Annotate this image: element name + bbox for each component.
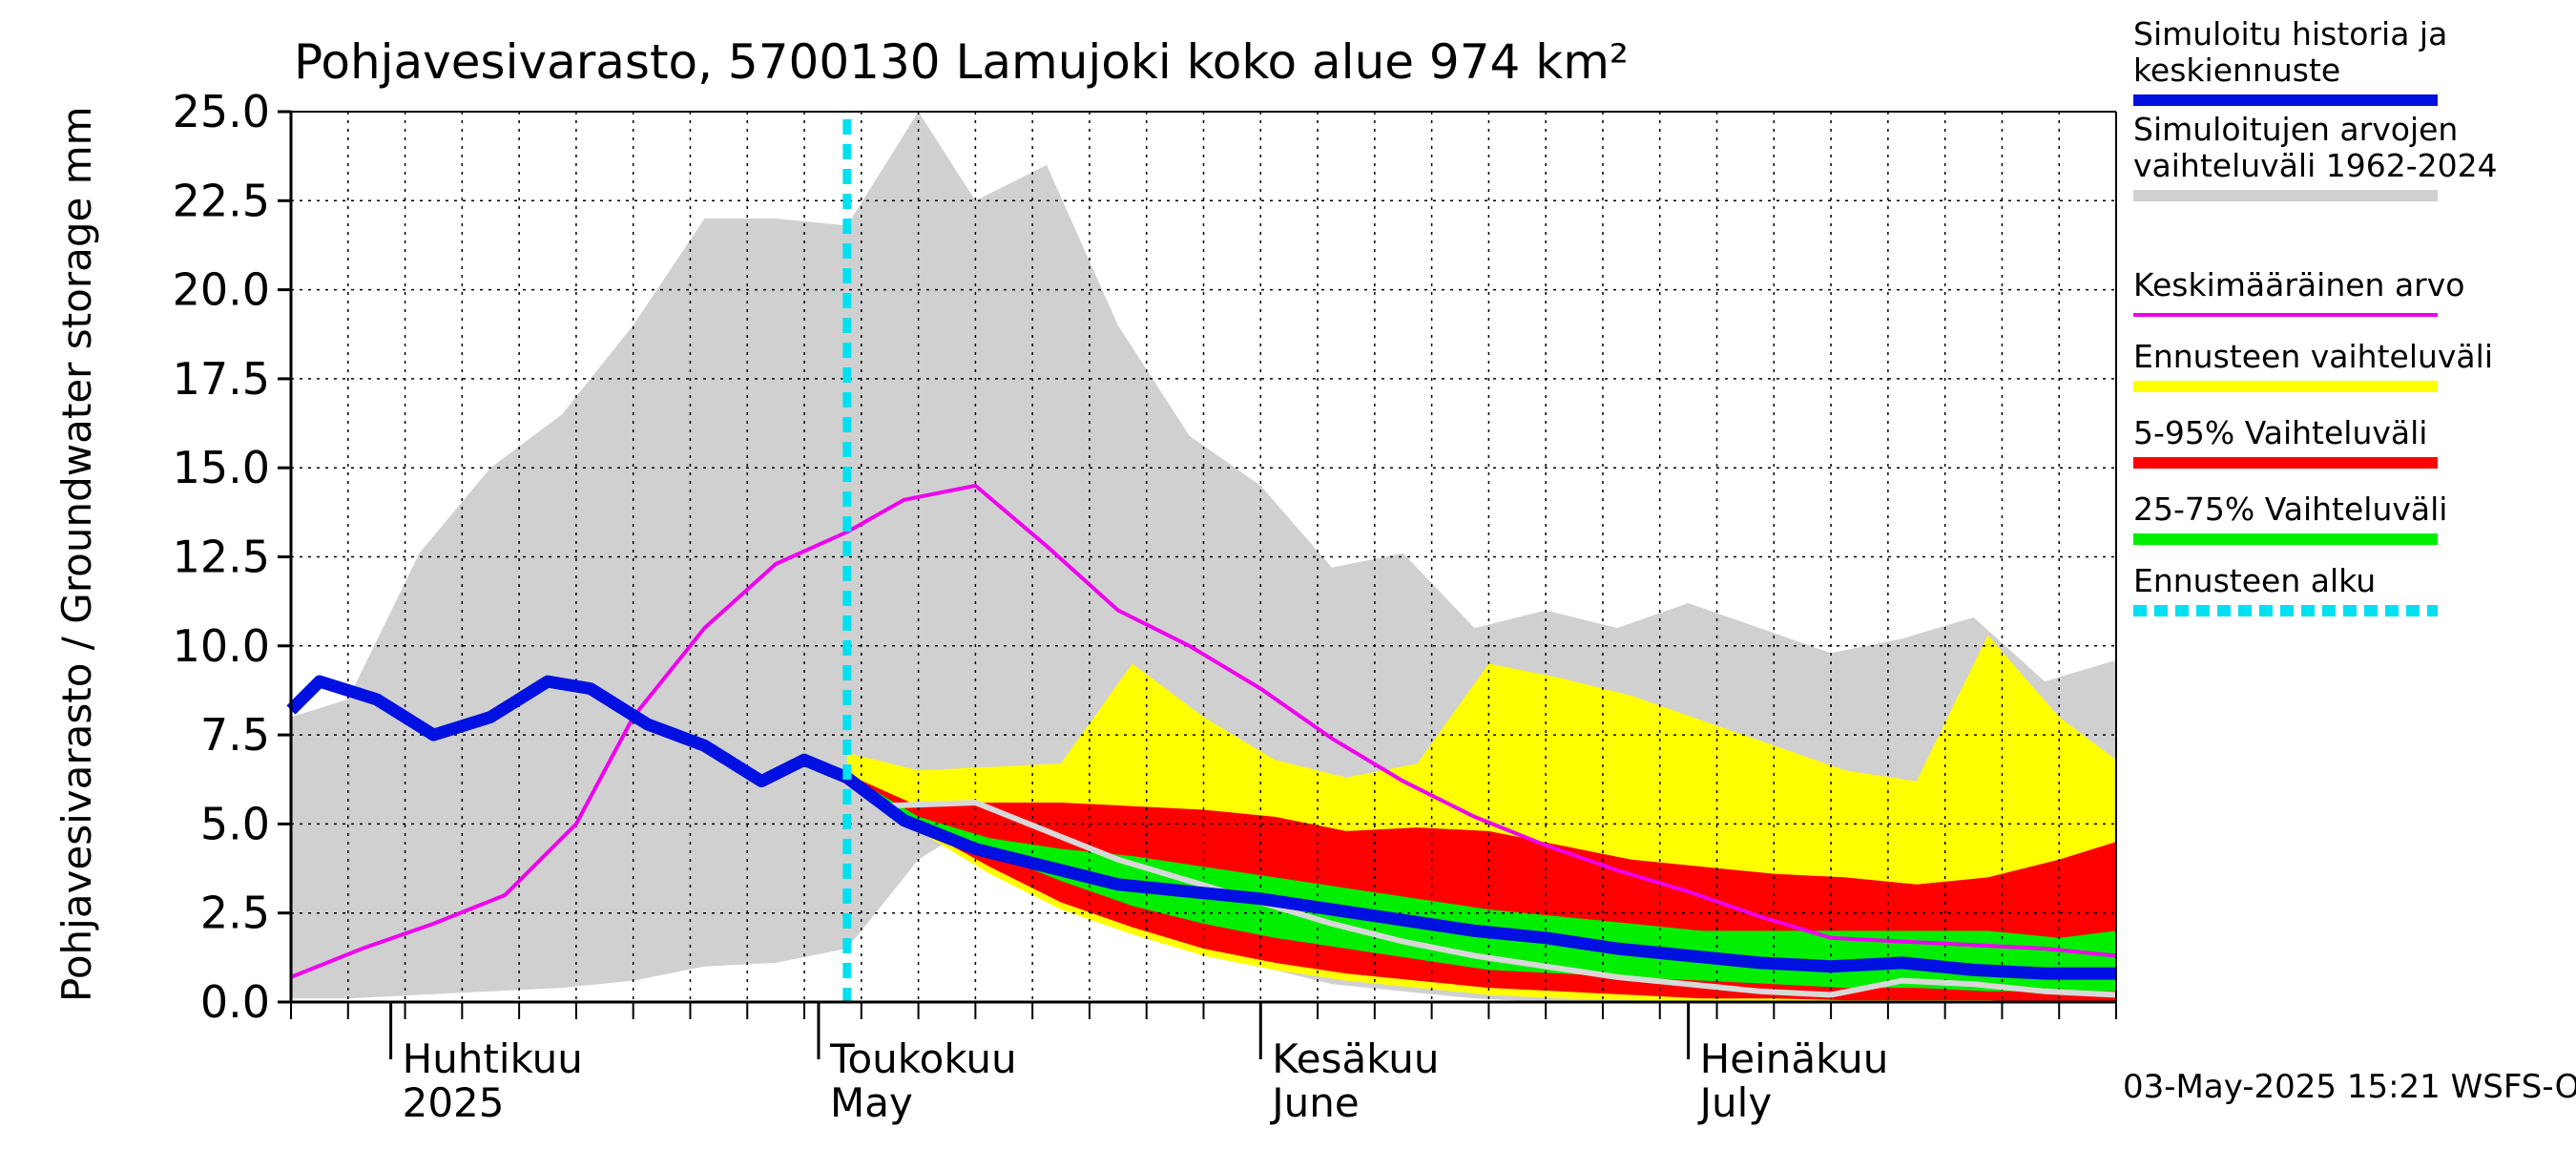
legend-label: vaihteluväli 1962-2024	[2133, 147, 2498, 184]
legend-item: Ennusteen vaihteluväli	[2133, 338, 2493, 392]
y-tick-label: 20.0	[173, 264, 270, 316]
y-tick-label: 12.5	[173, 532, 270, 583]
legend-item: Ennusteen alku	[2133, 562, 2438, 616]
legend-item: 25-75% Vaihteluväli	[2133, 491, 2447, 545]
legend: Simuloitu historia jakeskiennusteSimuloi…	[2133, 15, 2498, 616]
legend-label: 5-95% Vaihteluväli	[2133, 414, 2427, 451]
y-tick-label: 15.0	[173, 442, 270, 493]
y-axis-label: Pohjavesivarasto / Groundwater storage m…	[53, 106, 100, 1002]
month-label-fi: Kesäkuu	[1272, 1035, 1439, 1082]
axes-layer: 0.0 2.5 5.0 7.5 10.0 12.5 15.0 17.5 20.0 22.5 25.0…	[173, 86, 2117, 1126]
month-label-en: July	[1697, 1079, 1773, 1126]
legend-item: 5-95% Vaihteluväli	[2133, 414, 2438, 469]
legend-item: Keskimääräinen arvo	[2133, 266, 2464, 317]
month-label-en: June	[1269, 1079, 1359, 1126]
chart-title: Pohjavesivarasto, 5700130 Lamujoki koko …	[294, 34, 1629, 90]
y-tick-label: 7.5	[200, 709, 270, 761]
y-tick-label: 25.0	[173, 86, 270, 137]
y-tick-label: 2.5	[200, 888, 270, 939]
month-label-fi: Heinäkuu	[1700, 1035, 1889, 1082]
y-tick-label: 5.0	[200, 798, 270, 849]
legend-label: Simuloitujen arvojen	[2133, 111, 2458, 148]
month-label-en: May	[830, 1079, 913, 1126]
y-tick-label: 0.0	[200, 976, 270, 1028]
month-label-fi: Huhtikuu	[403, 1035, 583, 1082]
month-label-en: 2025	[403, 1079, 505, 1126]
legend-label: Ennusteen vaihteluväli	[2133, 338, 2493, 375]
y-tick-label: 17.5	[173, 353, 270, 405]
month-label-fi: Toukokuu	[829, 1035, 1017, 1082]
timestamp: 03-May-2025 15:21 WSFS-O	[2123, 1068, 2576, 1106]
legend-label: Ennusteen alku	[2133, 562, 2376, 599]
p25-p75-band	[846, 774, 2116, 992]
lines-layer	[286, 119, 2117, 1002]
legend-label: Keskimääräinen arvo	[2133, 266, 2464, 303]
other-simulation-line	[875, 799, 2117, 998]
legend-label: keskiennuste	[2133, 52, 2340, 89]
simulated-median-line	[286, 675, 2116, 980]
y-tick-label: 22.5	[173, 175, 270, 226]
y-tick-label: 10.0	[173, 620, 270, 672]
legend-label: 25-75% Vaihteluväli	[2133, 491, 2447, 528]
mean-line	[290, 483, 2117, 979]
legend-label: Simuloitu historia ja	[2133, 15, 2447, 52]
